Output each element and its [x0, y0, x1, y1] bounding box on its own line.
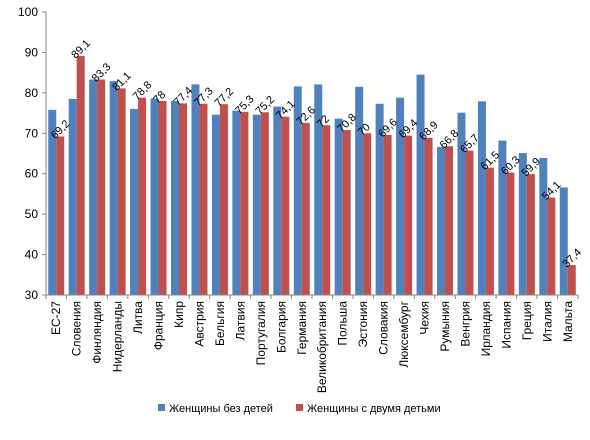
data-label: 75,3 [233, 93, 257, 117]
y-tick-label: 100 [18, 5, 38, 19]
x-category-label: Румыния [438, 301, 452, 352]
bar-two-children [117, 88, 126, 295]
x-category-label: Бельгия [213, 301, 227, 346]
bar-no-children [68, 98, 77, 296]
y-tick-label: 50 [25, 207, 39, 221]
bar-two-children [363, 133, 372, 295]
x-category-label: Греция [520, 301, 534, 340]
x-category-label: Португалия [254, 301, 268, 365]
bar-no-children [457, 112, 466, 295]
x-category-label: Эстония [356, 301, 370, 348]
bar-no-children [314, 84, 323, 295]
x-category-label: Ирландия [479, 301, 493, 356]
legend-label-no-children: Женщины без детей [169, 403, 273, 415]
bar-two-children [97, 79, 106, 295]
bar-two-children [158, 100, 167, 295]
bar-two-children [301, 122, 310, 295]
bar-two-children [260, 112, 269, 296]
x-category-label: Германия [295, 301, 309, 355]
bar-two-children [219, 104, 228, 295]
bar-no-children [252, 114, 261, 295]
legend-swatch-no-children [158, 404, 165, 411]
x-category-label: Литва [131, 301, 145, 334]
x-category-label: Франция [152, 301, 166, 350]
legend-swatch-two-children [296, 404, 303, 411]
bar-two-children [567, 265, 576, 295]
bar-two-children [76, 56, 85, 296]
bar-two-children [138, 97, 147, 295]
y-tick-label: 60 [25, 167, 39, 181]
bar-no-children [334, 118, 343, 295]
y-tick-label: 40 [25, 248, 39, 262]
bar-no-children [518, 153, 527, 295]
data-label: 77,2 [213, 86, 237, 110]
x-category-label: Австрия [192, 301, 206, 347]
x-category-label: Латвия [233, 301, 247, 340]
bar-no-children [191, 84, 200, 295]
bar-no-children [559, 187, 568, 295]
x-category-label: Польша [336, 301, 350, 346]
bar-two-children [240, 111, 249, 295]
bar-no-children [232, 110, 241, 295]
bar-no-children [416, 74, 425, 296]
bar-two-children [547, 197, 556, 295]
x-category-label: Нидерланды [111, 301, 125, 372]
bar-no-children [498, 140, 507, 295]
bar-no-children [396, 97, 405, 295]
bar-no-children [477, 101, 486, 296]
x-category-label: Великобритания [315, 301, 329, 393]
bar-two-children [424, 137, 433, 295]
data-label: 89,1 [69, 38, 93, 62]
y-tick-label: 30 [25, 288, 39, 302]
x-category-label: ЕС-27 [49, 301, 63, 335]
x-category-label: Испания [499, 301, 513, 349]
x-category-label: Болгария [274, 301, 288, 353]
bar-no-children [109, 81, 118, 295]
x-category-label: Чехия [418, 301, 432, 335]
bar-two-children [506, 172, 515, 295]
bar-two-children [465, 150, 474, 295]
x-category-label: Италия [540, 301, 554, 342]
x-category-label: Люксембург [397, 300, 411, 367]
y-tick-label: 90 [25, 45, 39, 59]
bar-no-children [437, 147, 445, 295]
bar-no-children [171, 100, 179, 295]
bar-no-children [211, 114, 220, 295]
bar-two-children [342, 130, 351, 295]
bar-two-children [383, 134, 392, 295]
bar-two-children [322, 125, 331, 295]
bar-no-children [293, 86, 302, 295]
bar-no-children [130, 109, 139, 296]
bar-two-children [56, 136, 65, 295]
bar-no-children [89, 79, 98, 295]
data-label: 81,1 [110, 70, 134, 94]
bar-no-children [273, 106, 282, 295]
bar-no-children [539, 157, 548, 295]
x-category-label: Словакия [377, 301, 391, 355]
bar-two-children [445, 146, 453, 295]
bar-no-children [355, 86, 364, 296]
bar-two-children [404, 135, 413, 295]
x-category-label: Мальта [561, 301, 575, 342]
x-category-label: Кипр [172, 301, 186, 328]
data-label: 83,3 [90, 61, 114, 85]
bar-two-children [281, 116, 290, 296]
bar-no-children [375, 103, 384, 295]
bar-two-children [485, 167, 494, 295]
x-category-label: Венгрия [458, 301, 472, 347]
x-category-label: Словения [70, 301, 84, 356]
legend-label-two-children: Женщины с двумя детьми [307, 403, 441, 415]
x-category-label: Финляндия [90, 301, 104, 364]
bar-no-children [48, 109, 57, 295]
bar-two-children [179, 103, 187, 296]
bar-two-children [526, 174, 535, 295]
y-tick-label: 70 [25, 126, 39, 140]
y-tick-label: 80 [25, 86, 39, 100]
bar-no-children [150, 98, 159, 295]
bar-two-children [199, 103, 208, 295]
